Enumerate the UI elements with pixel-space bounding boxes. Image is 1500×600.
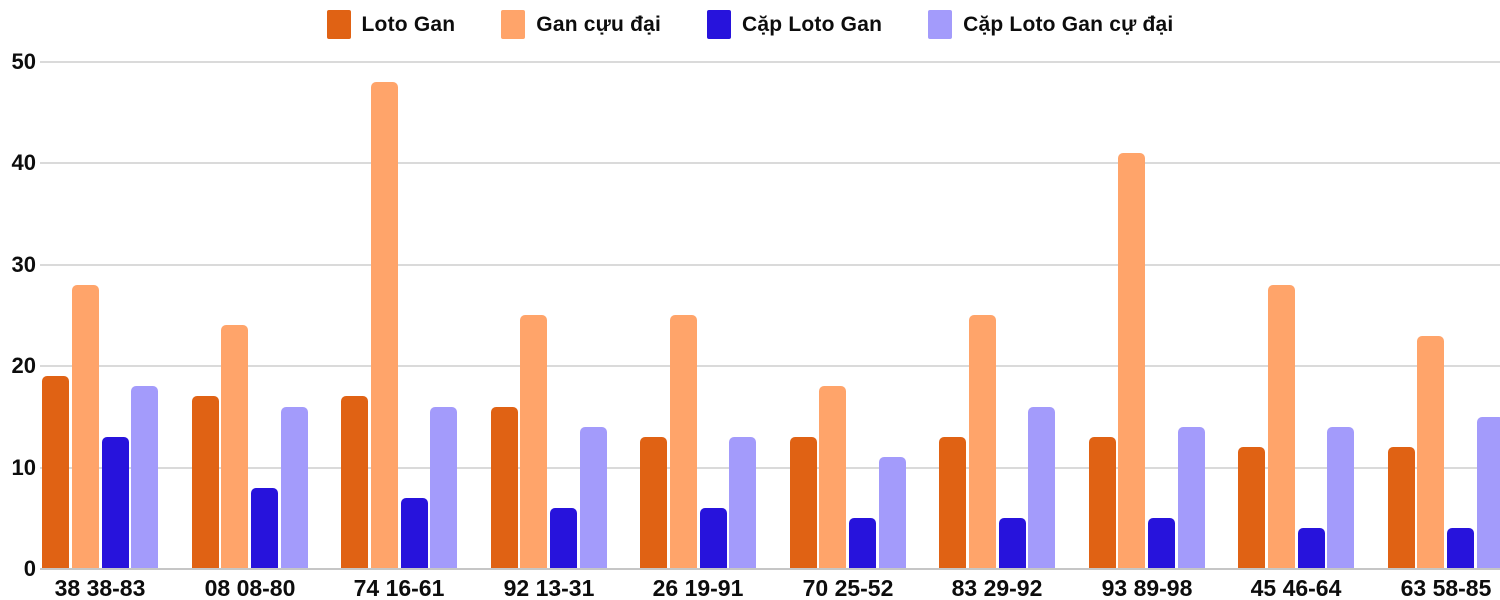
bar[interactable] xyxy=(72,285,99,569)
legend-item[interactable]: Cặp Loto Gan cự đại xyxy=(928,10,1173,39)
x-tick-label: 93 89-98 xyxy=(1101,575,1193,600)
legend-label: Cặp Loto Gan xyxy=(742,12,883,36)
bar[interactable] xyxy=(1447,528,1474,569)
bar[interactable] xyxy=(969,315,996,569)
gridline xyxy=(40,60,1500,63)
bar[interactable] xyxy=(790,437,817,569)
bar[interactable] xyxy=(1417,336,1444,569)
bar[interactable] xyxy=(1268,285,1295,569)
legend-label: Gan cựu đại xyxy=(536,12,662,36)
bar[interactable] xyxy=(1327,427,1354,569)
y-tick-label: 30 xyxy=(11,251,36,277)
bar[interactable] xyxy=(700,508,727,569)
x-tick-label: 38 38-83 xyxy=(54,575,146,600)
bar[interactable] xyxy=(491,407,518,569)
bar[interactable] xyxy=(729,437,756,569)
gridline xyxy=(40,263,1500,266)
bar[interactable] xyxy=(1238,447,1265,569)
bar[interactable] xyxy=(520,315,547,569)
x-axis-line xyxy=(40,568,1500,570)
bar[interactable] xyxy=(819,386,846,569)
legend-label: Cặp Loto Gan cự đại xyxy=(963,12,1174,36)
bar[interactable] xyxy=(1089,437,1116,569)
bar[interactable] xyxy=(102,437,129,569)
gridline xyxy=(40,466,1500,469)
x-tick-label: 45 46-64 xyxy=(1250,575,1342,600)
bar[interactable] xyxy=(42,376,69,569)
legend-swatch-icon xyxy=(707,10,732,39)
y-tick-label: 20 xyxy=(11,353,36,378)
bar[interactable] xyxy=(221,325,248,569)
bar[interactable] xyxy=(1148,518,1175,569)
chart-legend: Loto Gan Gan cựu đại Cặp Loto Gan Cặp Loto … xyxy=(0,10,1500,39)
bar[interactable] xyxy=(879,457,906,569)
legend-item[interactable]: Gan cựu đại xyxy=(501,10,661,39)
x-tick-label: 63 58-85 xyxy=(1400,575,1492,600)
bar[interactable] xyxy=(251,488,278,569)
y-tick-label: 40 xyxy=(11,150,36,175)
legend-item[interactable]: Loto Gan xyxy=(326,10,456,39)
bar[interactable] xyxy=(192,396,219,569)
bar[interactable] xyxy=(580,427,607,569)
y-tick-label: 10 xyxy=(11,454,36,480)
bar[interactable] xyxy=(430,407,457,569)
bar[interactable] xyxy=(281,407,308,569)
x-tick-label: 08 08-80 xyxy=(204,575,296,600)
x-tick-label: 92 13-31 xyxy=(503,575,595,600)
bar[interactable] xyxy=(999,518,1026,569)
x-tick-label: 74 16-61 xyxy=(353,575,445,600)
bar[interactable] xyxy=(1178,427,1205,569)
bar[interactable] xyxy=(1477,417,1500,569)
legend-swatch-icon xyxy=(326,10,351,39)
y-tick-label: 0 xyxy=(23,556,36,581)
bar[interactable] xyxy=(341,396,368,569)
legend-swatch-icon xyxy=(928,10,953,39)
bar[interactable] xyxy=(401,498,428,569)
x-tick-label: 83 29-92 xyxy=(951,575,1043,600)
bar[interactable] xyxy=(939,437,966,569)
bar[interactable] xyxy=(1118,153,1145,569)
x-tick-label: 26 19-91 xyxy=(652,575,744,600)
gridline xyxy=(40,365,1500,367)
gridline xyxy=(40,162,1500,164)
bar[interactable] xyxy=(1388,447,1415,569)
legend-swatch-icon xyxy=(501,10,526,39)
y-tick-label: 50 xyxy=(11,48,36,74)
bar[interactable] xyxy=(849,518,876,569)
bar[interactable] xyxy=(1298,528,1325,569)
legend-label: Loto Gan xyxy=(361,12,456,36)
bar[interactable] xyxy=(670,315,697,569)
bar[interactable] xyxy=(1028,407,1055,569)
bar[interactable] xyxy=(131,386,158,569)
bar[interactable] xyxy=(371,82,398,569)
x-tick-label: 70 25-52 xyxy=(802,575,894,600)
legend-item[interactable]: Cặp Loto Gan xyxy=(707,10,882,39)
bar[interactable] xyxy=(550,508,577,569)
bar[interactable] xyxy=(640,437,667,569)
